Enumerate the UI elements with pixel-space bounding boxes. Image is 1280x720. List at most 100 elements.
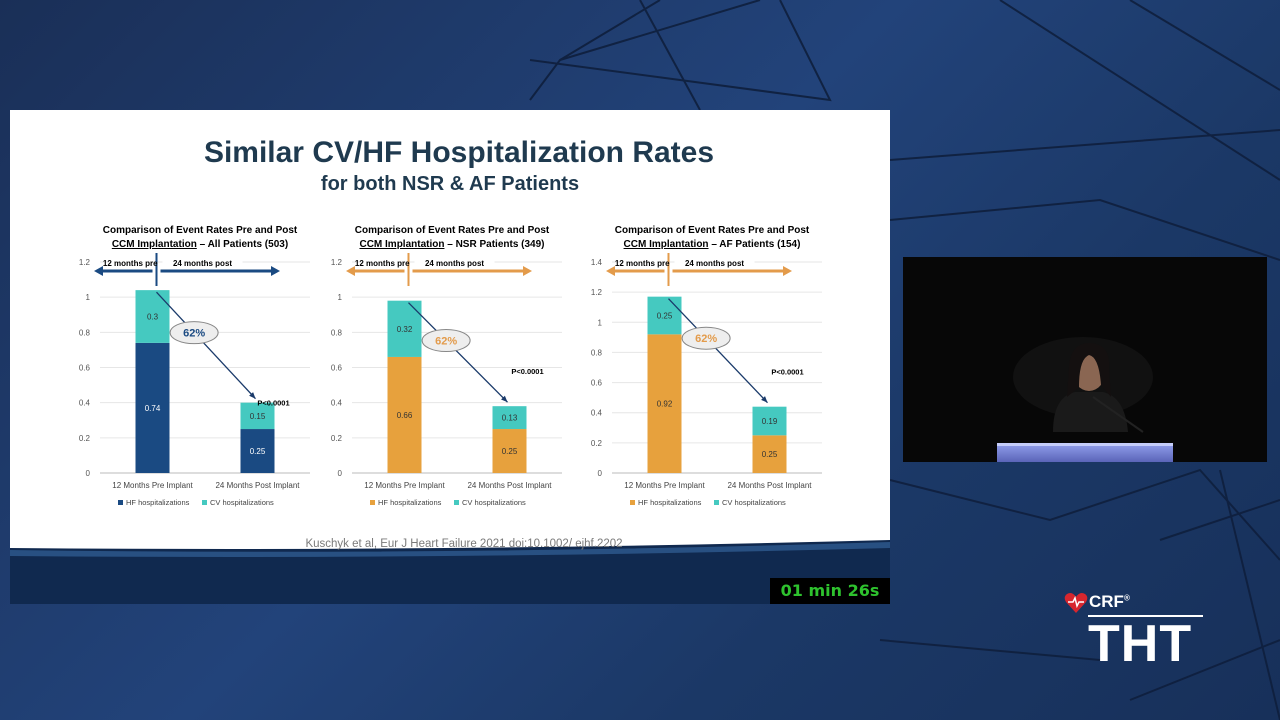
reduction-oval bbox=[681, 326, 731, 350]
period-post-label-bg bbox=[414, 259, 495, 268]
data-label: 0.3 bbox=[147, 313, 159, 322]
countdown-timer: 01 min 26s bbox=[770, 578, 890, 604]
speaker-image bbox=[903, 257, 1267, 462]
chart-subtitle: CCM Implantation – AF Patients (154) bbox=[624, 239, 801, 250]
arrow-head-right bbox=[271, 266, 280, 276]
y-tick-label: 1.2 bbox=[79, 258, 91, 267]
data-label: 0.15 bbox=[250, 412, 266, 421]
heart-icon bbox=[1064, 593, 1088, 613]
arrow-head-right bbox=[783, 266, 792, 276]
data-label: 0.25 bbox=[250, 447, 266, 456]
x-tick-label: 24 Months Post Implant bbox=[215, 481, 300, 490]
legend-label: HF hospitalizations bbox=[126, 498, 190, 507]
chart-subtitle: CCM Implantation – NSR Patients (349) bbox=[359, 239, 544, 250]
bar-segment bbox=[135, 342, 170, 473]
reduction-arrow-head bbox=[761, 396, 768, 403]
y-tick-label: 0.8 bbox=[331, 328, 343, 337]
tht-logo-small: THT bbox=[33, 458, 85, 486]
p-value: P<0.0001 bbox=[511, 367, 543, 376]
legend-label: HF hospitalizations bbox=[378, 498, 442, 507]
chart-title: Comparison of Event Rates Pre and Post bbox=[103, 225, 298, 236]
x-tick-label: 12 Months Pre Implant bbox=[624, 481, 705, 490]
bar-segment bbox=[492, 429, 527, 473]
bar-segment bbox=[647, 296, 682, 335]
data-label: 0.92 bbox=[657, 400, 673, 409]
y-tick-label: 0.6 bbox=[79, 364, 91, 373]
chart-title: Comparison of Event Rates Pre and Post bbox=[355, 225, 550, 236]
chart-title: Comparison of Event Rates Pre and Post bbox=[615, 225, 810, 236]
period-post-label-bg bbox=[162, 259, 243, 268]
y-tick-label: 1.2 bbox=[591, 288, 603, 297]
data-label: 0.13 bbox=[502, 414, 518, 423]
y-tick-label: 0.8 bbox=[591, 348, 603, 357]
y-tick-label: 0.4 bbox=[79, 399, 91, 408]
reduction-label: 62% bbox=[435, 335, 457, 347]
reduction-arrow-head bbox=[249, 392, 256, 399]
legend-swatch bbox=[202, 500, 207, 505]
data-label: 0.25 bbox=[657, 312, 673, 321]
x-tick-label: 12 Months Pre Implant bbox=[364, 481, 445, 490]
legend-label: CV hospitalizations bbox=[462, 498, 526, 507]
slide-footer-band bbox=[10, 540, 890, 604]
legend-swatch bbox=[714, 500, 719, 505]
y-tick-label: 0 bbox=[338, 469, 343, 478]
chart-af-patients: Comparison of Event Rates Pre and Post CC… bbox=[591, 225, 822, 507]
reduction-arrow bbox=[668, 298, 768, 404]
citation: Kuschyk et al, Eur J Heart Failure 2021 … bbox=[305, 538, 623, 550]
bar-segment bbox=[387, 356, 422, 473]
y-tick-label: 1 bbox=[86, 293, 91, 302]
y-tick-label: 0.4 bbox=[331, 399, 343, 408]
legend-label: CV hospitalizations bbox=[210, 498, 274, 507]
data-label: 0.25 bbox=[502, 447, 518, 456]
period-post-label-bg bbox=[674, 259, 755, 268]
y-tick-label: 1.2 bbox=[331, 258, 343, 267]
speaker-video bbox=[903, 257, 1267, 462]
y-tick-label: 0.2 bbox=[79, 434, 91, 443]
period-post-label: 24 months post bbox=[425, 259, 484, 268]
period-pre-label-bg bbox=[110, 259, 149, 268]
legend-swatch bbox=[118, 500, 123, 505]
y-tick-label: 0.4 bbox=[591, 409, 603, 418]
y-tick-label: 0.6 bbox=[591, 379, 603, 388]
y-tick-label: 0 bbox=[86, 469, 91, 478]
slide-title: Similar CV/HF Hospitalization Rates bbox=[203, 136, 715, 169]
y-tick-label: 1 bbox=[338, 293, 343, 302]
reduction-oval bbox=[421, 328, 471, 352]
reduction-label: 62% bbox=[183, 328, 205, 340]
arrow-head-left bbox=[94, 266, 103, 276]
bar-segment bbox=[135, 290, 170, 343]
data-label: 0.19 bbox=[762, 417, 778, 426]
p-value: P<0.0001 bbox=[771, 368, 803, 377]
bar-segment bbox=[240, 429, 275, 473]
x-tick-label: 12 Months Pre Implant bbox=[112, 481, 193, 490]
data-label: 0.32 bbox=[397, 325, 413, 334]
reduction-arrow bbox=[408, 302, 508, 403]
period-pre-label: 12 months pre bbox=[615, 259, 670, 268]
bar-segment bbox=[647, 334, 682, 473]
legend-label: CV hospitalizations bbox=[722, 498, 786, 507]
period-pre-label-bg bbox=[362, 259, 401, 268]
chart-subtitle: CCM Implantation – All Patients (503) bbox=[112, 239, 288, 250]
period-pre-label: 12 months pre bbox=[103, 259, 158, 268]
crf-logo-small: ♥ CRF® bbox=[22, 446, 54, 459]
y-tick-label: 1.4 bbox=[591, 258, 603, 267]
reduction-arrow-head bbox=[501, 395, 508, 403]
chart-all-patients: Comparison of Event Rates Pre and Post CC… bbox=[79, 225, 310, 507]
y-tick-label: 0 bbox=[598, 469, 603, 478]
y-tick-label: 1 bbox=[598, 318, 603, 327]
crf-logo-large: CRF® bbox=[1089, 592, 1130, 611]
arrow-head-right bbox=[523, 266, 532, 276]
reduction-oval bbox=[169, 321, 219, 345]
period-post-label: 24 months post bbox=[685, 259, 744, 268]
y-tick-label: 0.2 bbox=[591, 439, 603, 448]
period-pre-label-bg bbox=[622, 259, 661, 268]
p-value: P<0.0001 bbox=[257, 399, 289, 408]
arrow-head-left bbox=[346, 266, 355, 276]
logo-underline-small bbox=[22, 493, 154, 494]
arrow-head-left bbox=[606, 266, 615, 276]
period-post-label: 24 months post bbox=[173, 259, 232, 268]
y-tick-label: 0.8 bbox=[79, 328, 91, 337]
y-tick-label: 0.2 bbox=[331, 434, 343, 443]
data-label: 0.74 bbox=[145, 404, 161, 413]
